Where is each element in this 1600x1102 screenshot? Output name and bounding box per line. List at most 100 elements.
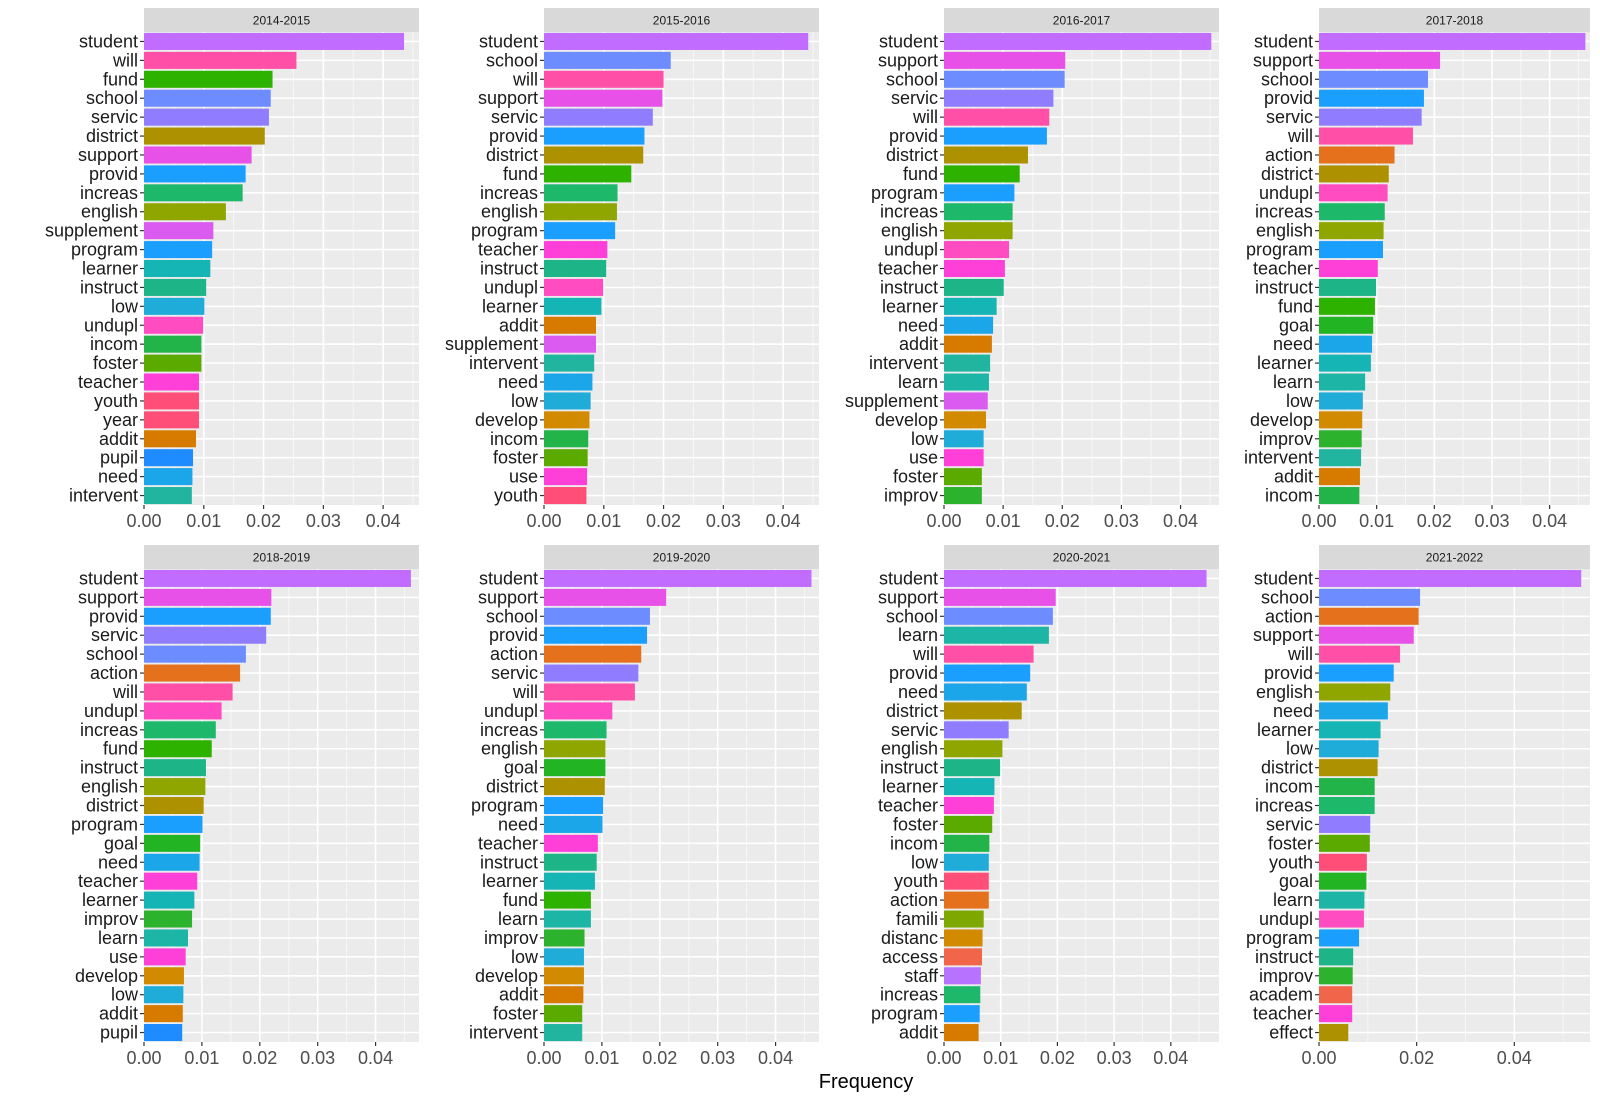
category-label: school — [86, 644, 138, 664]
category-label: teacher — [78, 871, 138, 891]
category-label: improv — [1259, 966, 1313, 986]
category-label: youth — [1269, 852, 1313, 872]
category-label: instruct — [80, 758, 138, 778]
bar-support — [544, 588, 667, 606]
bar-instruct — [144, 278, 207, 296]
category-label: teacher — [1253, 1004, 1313, 1024]
bar-addit — [544, 316, 597, 334]
category-label: develop — [475, 410, 538, 430]
bar-provid — [144, 165, 246, 183]
category-label: increas — [480, 183, 538, 203]
category-label: addit — [499, 315, 538, 335]
bar-provid — [144, 607, 271, 625]
bar-year — [144, 411, 199, 429]
facet-title: 2016-2017 — [1053, 14, 1111, 28]
bar-action — [1319, 607, 1419, 625]
category-label: action — [490, 644, 538, 664]
bar-youth — [544, 487, 587, 505]
bar-use — [144, 948, 186, 966]
bar-undupl — [544, 702, 613, 720]
category-label: incom — [890, 833, 938, 853]
category-label: goal — [1279, 871, 1313, 891]
bar-low — [144, 297, 205, 315]
bar-fund — [544, 165, 632, 183]
category-label: servic — [891, 720, 938, 740]
category-label: will — [912, 107, 938, 127]
x-tick-label: 0.04 — [358, 1048, 393, 1068]
bar-need — [144, 853, 200, 871]
bar-fund — [544, 891, 591, 909]
category-label: district — [1261, 164, 1313, 184]
bar-school — [1319, 70, 1428, 88]
facet-strip — [944, 545, 1219, 569]
category-label: will — [912, 644, 938, 664]
category-label: school — [886, 69, 938, 89]
bar-undupl — [1319, 910, 1364, 928]
category-label: support — [78, 587, 138, 607]
facet-panel-2018-2019: 2018-2019 studentsupportprovidservicschoo… — [71, 545, 419, 1068]
category-label: action — [1265, 606, 1313, 626]
bar-district — [144, 796, 204, 815]
bar-district — [544, 146, 644, 164]
x-tick-label: 0.03 — [1097, 1048, 1132, 1068]
bar-undupl — [544, 278, 604, 296]
bar-need — [944, 683, 1027, 701]
category-label: learner — [882, 296, 938, 316]
bar-action — [944, 891, 989, 909]
bar-program — [544, 222, 616, 240]
bar-school — [544, 51, 671, 69]
bar-district — [944, 702, 1022, 720]
category-label: learn — [1273, 372, 1313, 392]
category-label: develop — [1250, 410, 1313, 430]
category-label: increas — [880, 985, 938, 1005]
category-label: servic — [1266, 814, 1313, 834]
category-label: intervent — [1244, 448, 1313, 468]
category-label: need — [498, 814, 538, 834]
bar-will — [1319, 645, 1401, 663]
bar-support — [1319, 51, 1441, 69]
bar-increas — [1319, 796, 1375, 815]
category-label: undupl — [84, 701, 138, 721]
bar-teacher — [944, 259, 1005, 278]
bar-support — [544, 89, 663, 107]
category-label: incom — [1265, 486, 1313, 506]
category-label: increas — [80, 720, 138, 740]
category-label: incom — [90, 334, 138, 354]
bar-supplement — [944, 392, 988, 410]
category-label: learner — [1257, 720, 1313, 740]
facet-title: 2017-2018 — [1426, 14, 1484, 28]
bar-develop — [944, 411, 986, 429]
category-label: district — [486, 777, 538, 797]
category-label: action — [890, 890, 938, 910]
bar-intervent — [1319, 449, 1362, 467]
bar-will — [544, 683, 635, 701]
bar-program — [144, 241, 213, 259]
category-label: instruct — [1255, 277, 1313, 297]
facet-title: 2021-2022 — [1426, 551, 1484, 565]
facet-strip — [1319, 545, 1590, 569]
facet-strip — [1319, 8, 1590, 32]
bar-improv — [544, 929, 585, 947]
category-label: instruct — [480, 852, 538, 872]
category-label: school — [486, 50, 538, 70]
category-label: fund — [103, 739, 138, 759]
bar-school — [144, 89, 271, 107]
category-label: instruct — [1255, 947, 1313, 967]
bar-learner — [544, 872, 595, 890]
bar-teacher — [944, 796, 994, 815]
category-label: program — [871, 1004, 938, 1024]
bar-addit — [944, 335, 992, 353]
category-label: low — [111, 296, 139, 316]
category-label: need — [898, 682, 938, 702]
bar-low — [544, 948, 584, 966]
category-label: english — [481, 202, 538, 222]
facet-panel-2019-2020: 2019-2020 studentsupportschoolprovidactio… — [469, 545, 819, 1068]
bar-servic — [944, 721, 1009, 739]
x-tick-label: 0.00 — [1301, 1048, 1336, 1068]
facet-title: 2014-2015 — [253, 14, 311, 28]
category-label: low — [1286, 739, 1314, 759]
category-label: learner — [82, 890, 138, 910]
bar-instruct — [944, 759, 1001, 777]
category-label: servic — [491, 663, 538, 683]
category-label: instruct — [880, 758, 938, 778]
